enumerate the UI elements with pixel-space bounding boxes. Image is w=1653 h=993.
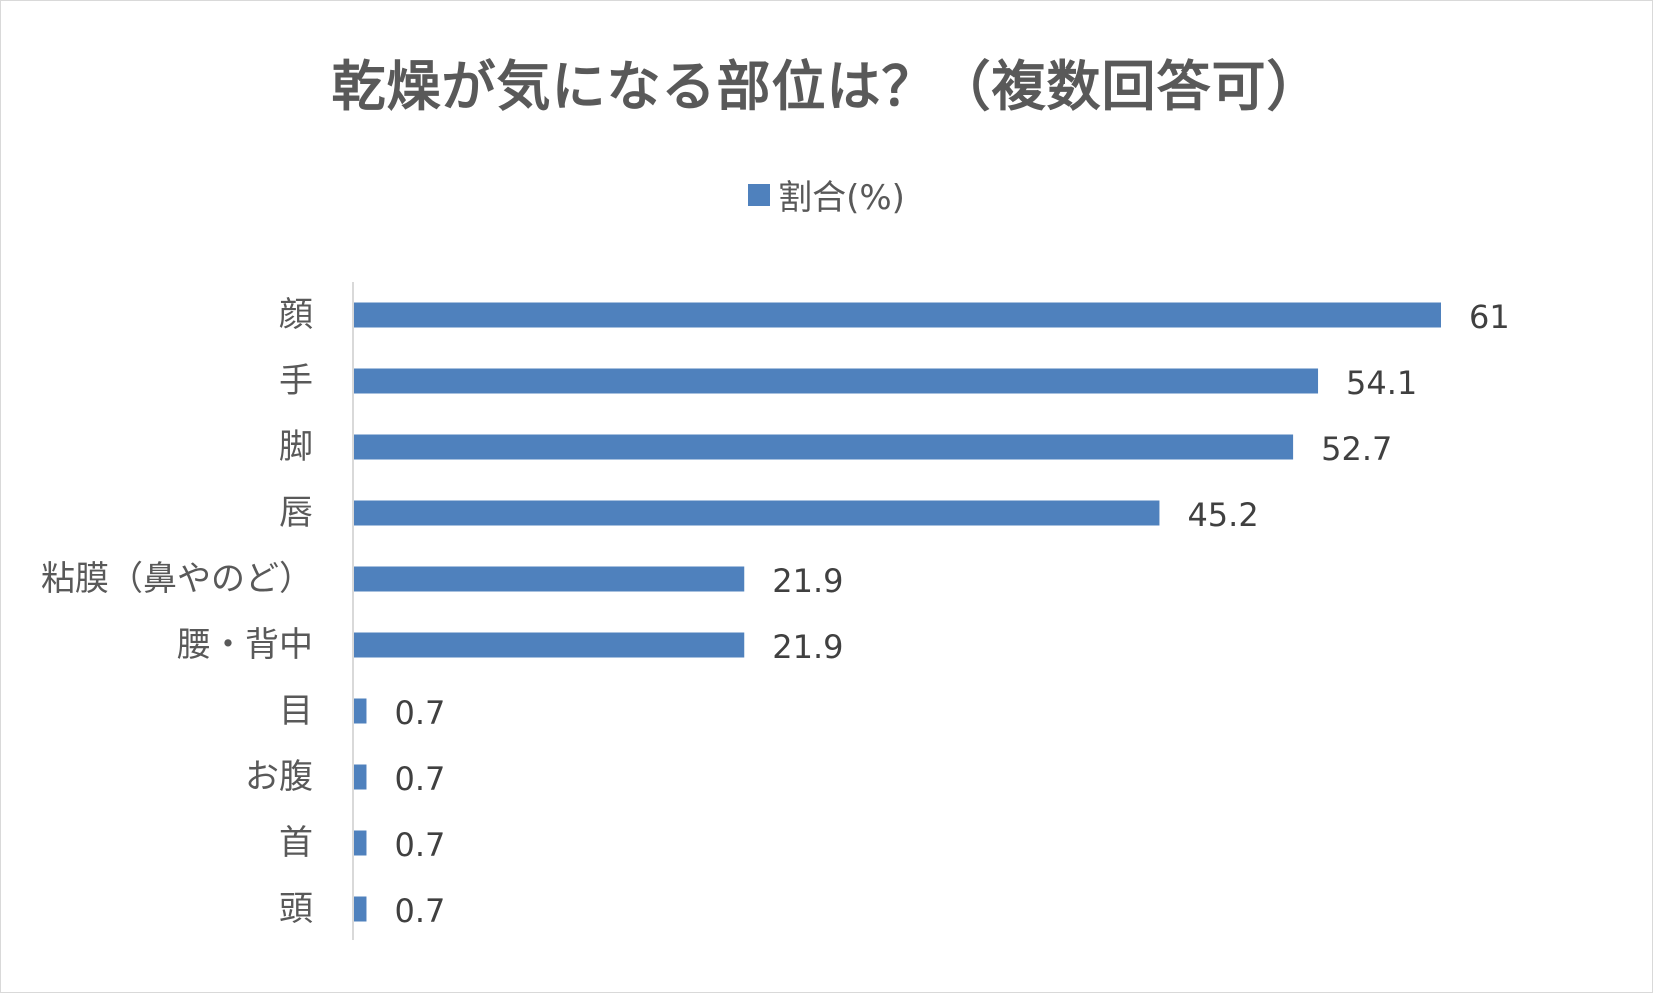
bar — [354, 632, 745, 658]
bar — [354, 566, 745, 592]
data-label: 21.9 — [772, 628, 843, 666]
data-label: 0.7 — [394, 892, 445, 930]
data-label: 21.9 — [772, 562, 843, 600]
bar — [354, 368, 1319, 394]
category-label: 粘膜（鼻やのど） — [41, 559, 313, 599]
category-label: 脚 — [279, 427, 313, 467]
category-label: 顔 — [279, 295, 313, 335]
category-label: 手 — [279, 361, 313, 401]
category-label: 腰・背中 — [177, 625, 313, 665]
category-label: 首 — [279, 823, 313, 863]
data-label: 45.2 — [1187, 496, 1258, 534]
data-label: 0.7 — [394, 760, 445, 798]
legend-swatch — [748, 183, 771, 206]
data-label: 0.7 — [394, 826, 445, 864]
legend-label: 割合(%) — [778, 178, 905, 218]
bar — [354, 500, 1160, 526]
bar — [354, 896, 367, 922]
data-label: 54.1 — [1346, 364, 1417, 402]
bar — [354, 302, 1441, 328]
chart-title: 乾燥が気になる部位は？（複数回答可） — [331, 55, 1322, 118]
bar — [354, 698, 367, 724]
category-label: 頭 — [279, 889, 313, 929]
bar — [354, 434, 1294, 460]
data-label: 61 — [1469, 298, 1510, 336]
data-label: 0.7 — [394, 694, 445, 732]
data-label: 52.7 — [1321, 430, 1392, 468]
category-label: 唇 — [279, 493, 313, 533]
bar — [354, 830, 367, 856]
category-label: お腹 — [245, 757, 313, 797]
bar — [354, 764, 367, 790]
category-label: 目 — [279, 691, 313, 731]
legend: 割合(%) — [0, 170, 1653, 219]
